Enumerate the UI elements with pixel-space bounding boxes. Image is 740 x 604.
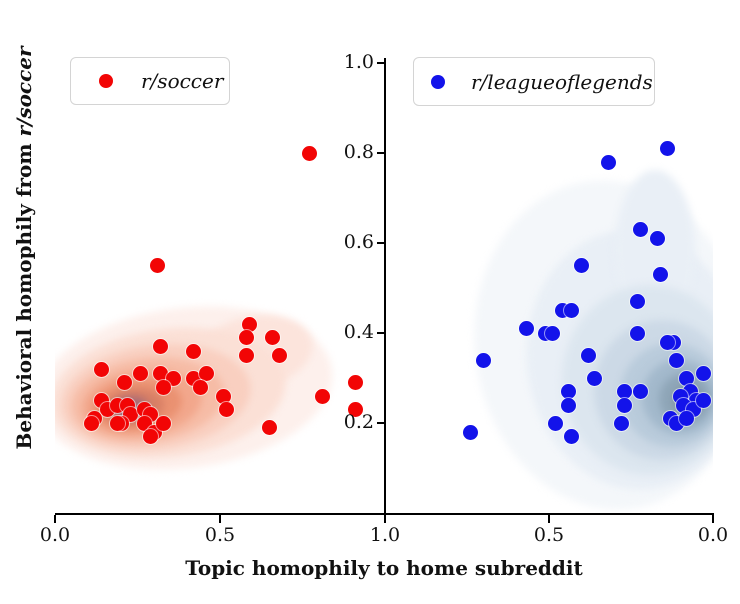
legend-leagueoflegends: r/leagueoflegends: [413, 57, 655, 106]
x-tick-mark: [384, 515, 386, 523]
scatter-point-soccer: [192, 379, 208, 395]
x-tick-label: 0.5: [533, 524, 565, 546]
scatter-point-soccer: [116, 375, 132, 390]
y-tick-label: 0.8: [343, 141, 374, 163]
scatter-point-leagueoflegends: [548, 415, 564, 431]
scatter-point-leagueoflegends: [653, 267, 669, 282]
scatter-point-leagueoflegends: [475, 352, 491, 368]
legend-soccer: r/soccer: [70, 57, 230, 105]
y-tick-mark: [377, 152, 385, 154]
scatter-point-soccer: [314, 388, 330, 404]
scatter-point-leagueoflegends: [616, 384, 632, 399]
x-tick-label: 0.0: [39, 524, 71, 546]
scatter-point-soccer: [238, 348, 254, 363]
y-tick-mark: [377, 332, 385, 334]
scatter-point-leagueoflegends: [659, 141, 675, 156]
y-axis-label-text: Behavioral homophily from: [12, 136, 36, 450]
scatter-point-soccer: [83, 415, 99, 431]
legend-soccer-marker-icon: [99, 74, 113, 88]
x-tick-mark: [712, 515, 714, 523]
y-tick-mark: [377, 242, 385, 244]
x-tick-label: 0.5: [204, 524, 236, 546]
y-tick-mark: [377, 62, 385, 64]
legend-soccer-label: r/soccer: [141, 69, 224, 93]
scatter-point-soccer: [186, 343, 202, 359]
scatter-point-soccer: [301, 145, 317, 161]
y-tick-label: 1.0: [343, 51, 374, 73]
scatter-point-soccer: [153, 339, 169, 354]
y-tick-label: 0.2: [343, 411, 374, 433]
scatter-point-leagueoflegends: [679, 370, 695, 386]
scatter-point-soccer: [347, 402, 363, 417]
scatter-point-soccer: [93, 361, 109, 377]
y-tick-label: 0.6: [343, 231, 374, 253]
scatter-point-soccer: [219, 402, 235, 417]
scatter-point-soccer: [238, 330, 254, 345]
scatter-point-leagueoflegends: [564, 303, 580, 318]
scatter-point-soccer: [153, 366, 169, 381]
scatter-point-soccer: [110, 415, 126, 431]
scatter-point-leagueoflegends: [587, 370, 603, 386]
scatter-point-leagueoflegends: [600, 154, 616, 170]
scatter-point-leagueoflegends: [695, 366, 711, 381]
scatter-point-soccer: [199, 366, 215, 381]
scatter-point-soccer: [143, 429, 159, 444]
scatter-point-leagueoflegends: [544, 325, 560, 341]
x-tick-mark: [219, 515, 221, 523]
scatter-point-soccer: [215, 388, 231, 404]
scatter-point-soccer: [242, 316, 258, 332]
scatter-point-leagueoflegends: [574, 258, 590, 273]
x-tick-label: 1.0: [369, 524, 401, 546]
y-axis-label-italic-text: r/soccer: [12, 46, 36, 137]
y-axis-label: Behavioral homophily from r/soccer: [12, 46, 36, 449]
scatter-point-soccer: [262, 420, 277, 435]
y-axis-line: [384, 58, 386, 515]
scatter-point-leagueoflegends: [630, 294, 646, 309]
legend-leagueoflegends-label: r/leagueoflegends: [471, 69, 653, 94]
scatter-point-leagueoflegends: [462, 424, 478, 440]
x-axis-label: Topic homophily to home subreddit: [185, 556, 583, 580]
scatter-point-leagueoflegends: [695, 393, 711, 408]
scatter-point-soccer: [156, 379, 172, 395]
y-tick-mark: [377, 422, 385, 424]
scatter-point-soccer: [271, 348, 287, 363]
y-tick-label: 0.4: [343, 321, 374, 343]
scatter-point-leagueoflegends: [659, 334, 675, 350]
scatter-point-leagueoflegends: [669, 352, 685, 368]
scatter-point-leagueoflegends: [633, 222, 649, 237]
scatter-point-leagueoflegends: [616, 397, 632, 413]
legend-leagueoflegends-marker-icon: [431, 74, 445, 89]
x-tick-mark: [54, 515, 56, 523]
x-tick-mark: [548, 515, 550, 523]
scatter-point-leagueoflegends: [613, 415, 629, 431]
scatter-point-soccer: [347, 375, 363, 390]
scatter-point-leagueoflegends: [564, 429, 580, 444]
x-tick-label: 0.0: [697, 524, 729, 546]
scatter-point-soccer: [265, 330, 281, 345]
scatter-point-leagueoflegends: [518, 321, 534, 336]
panel-leagueoflegends: [385, 58, 713, 514]
scatter-point-soccer: [156, 415, 172, 431]
panel-soccer: [55, 58, 385, 514]
scatter-point-leagueoflegends: [580, 348, 596, 363]
scatter-point-leagueoflegends: [630, 325, 646, 341]
scatter-point-soccer: [166, 370, 182, 386]
scatter-point-leagueoflegends: [561, 384, 577, 399]
scatter-point-leagueoflegends: [633, 384, 649, 399]
scatter-point-leagueoflegends: [649, 231, 665, 246]
scatter-point-soccer: [133, 366, 149, 381]
scatter-point-soccer: [149, 258, 165, 273]
scatter-point-leagueoflegends: [679, 411, 695, 426]
scatter-point-leagueoflegends: [561, 397, 577, 413]
